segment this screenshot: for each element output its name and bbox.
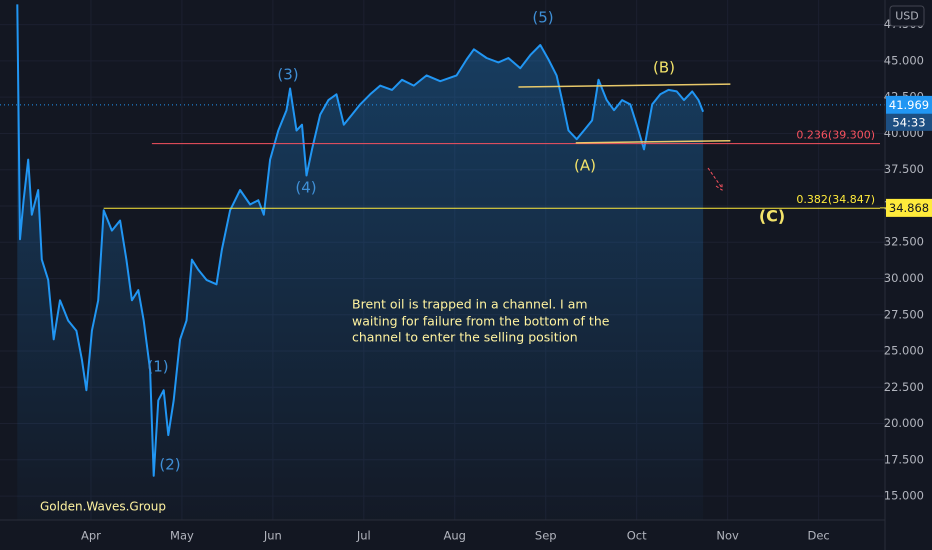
price-tag bbox=[886, 198, 932, 217]
level-label: 0.236(39.300) bbox=[796, 129, 875, 142]
wave-label: (2) bbox=[159, 456, 180, 474]
note-line: Brent oil is trapped in a channel. I am bbox=[352, 297, 588, 312]
y-tick-label: 15.000 bbox=[884, 489, 924, 503]
price-line bbox=[16, 4, 705, 477]
y-tick-label: 20.000 bbox=[884, 416, 924, 430]
x-tick-label: Nov bbox=[716, 529, 739, 543]
currency[interactable]: USD bbox=[895, 10, 919, 23]
countdown-tag bbox=[886, 113, 932, 131]
y-tick-label: 27.500 bbox=[884, 307, 924, 321]
last-price-tag bbox=[886, 95, 932, 114]
last-price-label: 41.969 bbox=[889, 98, 929, 112]
watermark: Golden.Waves.Group bbox=[40, 500, 166, 514]
x-tick-label: Apr bbox=[81, 529, 101, 543]
x-tick-label: Jul bbox=[356, 529, 371, 543]
y-tick-label: 45.000 bbox=[884, 53, 924, 67]
y-tick-label: 37.500 bbox=[884, 162, 924, 176]
wave-label: (1) bbox=[147, 358, 168, 376]
plot: 0.236(39.300) 0.382(34.847) bbox=[0, 4, 885, 520]
tags: 41.969 54:33 34.868 bbox=[880, 95, 932, 217]
channel-line bbox=[518, 83, 731, 88]
wave-label: (5) bbox=[532, 9, 553, 27]
channel-line bbox=[575, 139, 731, 144]
wave-label: (A) bbox=[574, 157, 596, 175]
y-tick-label: 30.000 bbox=[884, 271, 924, 285]
x-tick-label: Dec bbox=[807, 529, 829, 543]
countdown-label: 54:33 bbox=[892, 115, 925, 129]
y-tick-label: 17.500 bbox=[884, 452, 924, 466]
y-tick-label: 25.000 bbox=[884, 344, 924, 358]
wave-label: (3) bbox=[277, 66, 298, 84]
x-tick-label: May bbox=[170, 529, 194, 543]
note-line: waiting for failure from the bottom of t… bbox=[352, 314, 610, 329]
x-tick-label: Sep bbox=[535, 529, 557, 543]
wave-label: (C) bbox=[759, 207, 785, 226]
x-tick-label: Oct bbox=[627, 529, 647, 543]
note-line: channel to enter the selling position bbox=[352, 330, 578, 345]
y-tick-label: 22.500 bbox=[884, 380, 924, 394]
x-tick-label: Jun bbox=[263, 529, 282, 543]
level-label: 0.382(34.847) bbox=[796, 193, 875, 206]
y-tick-label: 32.500 bbox=[884, 235, 924, 249]
wave-label: (B) bbox=[653, 59, 675, 77]
wave-label: (4) bbox=[295, 179, 316, 197]
area bbox=[17, 4, 704, 520]
arrow bbox=[707, 167, 723, 191]
x-tick-label: Aug bbox=[444, 529, 466, 543]
currency-box[interactable] bbox=[889, 5, 925, 27]
price-tag-label: 34.868 bbox=[889, 201, 929, 215]
